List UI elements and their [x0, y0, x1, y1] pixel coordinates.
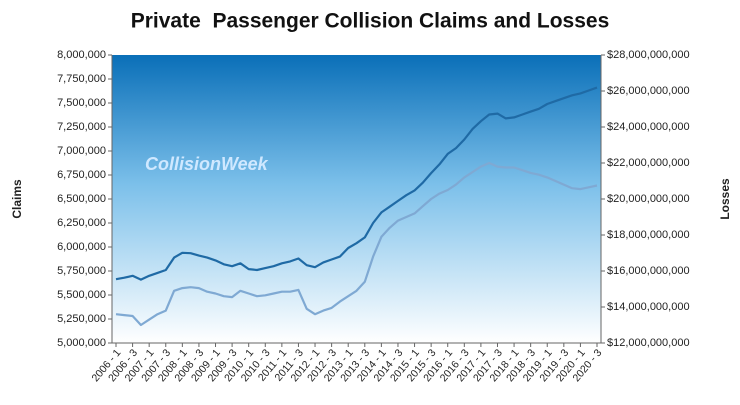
y2-tick-label: $26,000,000,000 — [607, 85, 690, 97]
series-line — [115, 161, 598, 327]
y2-tick-label: $16,000,000,000 — [607, 265, 690, 277]
y-tick-label: 6,500,000 — [57, 193, 106, 205]
y2-tick-label: $12,000,000,000 — [607, 337, 690, 349]
y-tick-label: 7,750,000 — [57, 73, 106, 85]
y2-tick-label: $28,000,000,000 — [607, 49, 690, 61]
y-tick-label: 5,500,000 — [57, 289, 106, 301]
plot-background — [112, 55, 601, 343]
chart-title: Private Passenger Collision Claims and L… — [131, 10, 610, 33]
series-line — [115, 86, 598, 281]
y-tick-label: 7,250,000 — [57, 121, 106, 133]
y2-tick-label: $20,000,000,000 — [607, 193, 690, 205]
y2-tick-label: $24,000,000,000 — [607, 121, 690, 133]
y-tick-label: 5,750,000 — [57, 265, 106, 277]
y-axis-title: Claims — [10, 179, 24, 219]
y2-tick-label: $14,000,000,000 — [607, 301, 690, 313]
y-tick-label: 6,250,000 — [57, 217, 106, 229]
watermark: CollisionWeek — [145, 154, 269, 174]
y2-tick-label: $18,000,000,000 — [607, 229, 690, 241]
y-tick-label: 5,250,000 — [57, 313, 106, 325]
y-tick-label: 7,000,000 — [57, 145, 106, 157]
y-tick-label: 6,750,000 — [57, 169, 106, 181]
y-tick-label: 5,000,000 — [57, 337, 106, 349]
y-tick-label: 6,000,000 — [57, 241, 106, 253]
y2-tick-label: $22,000,000,000 — [607, 157, 690, 169]
y-tick-label: 8,000,000 — [57, 49, 106, 61]
y2-axis-title: Losses — [718, 178, 732, 220]
y-tick-label: 7,500,000 — [57, 97, 106, 109]
